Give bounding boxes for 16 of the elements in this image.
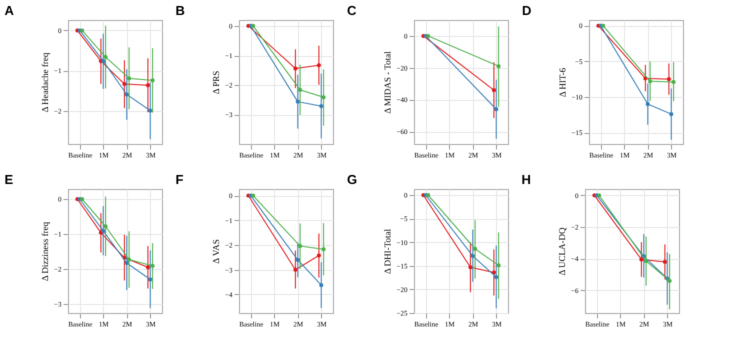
y-axis-title: Δ UCLA-DQ <box>557 226 568 276</box>
chart-title: G <box>347 172 358 187</box>
chart-title: F <box>176 172 184 187</box>
y-axis-title: Δ HIT-6 <box>558 67 568 98</box>
y-axis-title: Δ PRS <box>211 70 222 94</box>
y-axis-title: Δ DHI-Total <box>382 228 393 274</box>
chart-title: H <box>522 172 531 187</box>
y-axis-title: Δ MIDAS - Total <box>382 50 393 114</box>
chart-title: C <box>347 3 358 18</box>
y-axis-title: Δ Headache freq <box>40 52 50 112</box>
y-axis-title: Δ VAS <box>211 239 222 264</box>
chart-title: A <box>4 3 15 18</box>
chart-title: B <box>176 3 185 18</box>
chart-title: D <box>522 3 532 18</box>
y-axis-title: Δ Dizziness freq <box>40 221 50 282</box>
chart-title: E <box>4 172 14 187</box>
